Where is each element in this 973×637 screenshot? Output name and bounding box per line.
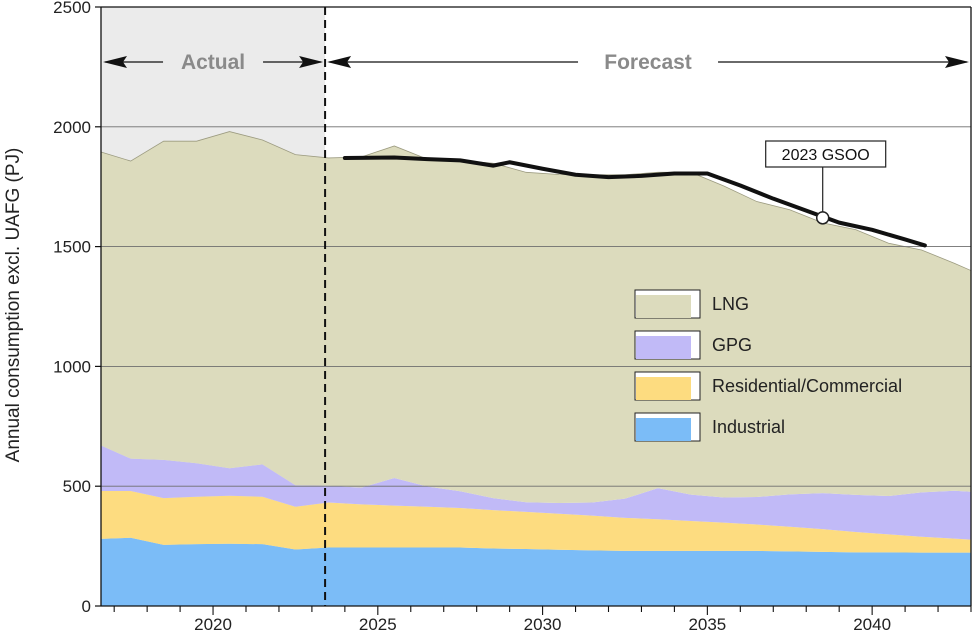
legend-swatch-industrial bbox=[636, 418, 691, 441]
x-tick-label-2025: 2025 bbox=[359, 615, 397, 634]
axis-layer: 0 500 1000 1500 2000 2500 2020 2025 2030 2035 2040 bbox=[53, 0, 972, 634]
x-tick-label-2030: 2030 bbox=[524, 615, 562, 634]
actual-arrowhead-right bbox=[299, 56, 324, 68]
area-residential-commercial bbox=[101, 490, 971, 553]
forecast-arrowhead-right bbox=[945, 56, 969, 68]
legend-label-residential-commercial: Residential/Commercial bbox=[712, 376, 902, 396]
y-tick-label-500: 500 bbox=[63, 477, 91, 496]
forecast-region-label: Forecast bbox=[604, 51, 692, 74]
legend-swatch-gpg bbox=[636, 336, 691, 359]
actual-region-label: Actual bbox=[181, 51, 245, 74]
gsoo-marker bbox=[815, 211, 830, 225]
forecast-arrowhead-left bbox=[327, 56, 352, 68]
area-lng bbox=[101, 131, 971, 503]
y-tick-label-0: 0 bbox=[82, 597, 91, 616]
y-axis-title: Annual consumption excl. UAFG (PJ) bbox=[3, 148, 24, 463]
gsoo-annotation-box bbox=[765, 140, 887, 168]
legend-label-gpg: GPG bbox=[712, 335, 752, 355]
region-annotation-layer: Actual Forecast bbox=[103, 7, 969, 606]
area-industrial bbox=[101, 537, 971, 606]
legend: LNG GPG Residential/Commercial Industrial bbox=[634, 289, 902, 442]
y-tick-label-2000: 2000 bbox=[53, 118, 91, 137]
y-tick-label-1500: 1500 bbox=[53, 238, 91, 257]
gridline-layer bbox=[101, 126, 971, 487]
legend-label-industrial: Industrial bbox=[712, 417, 785, 437]
legend-swatch-lng bbox=[636, 295, 691, 318]
gsoo-line bbox=[342, 155, 927, 248]
total-outline bbox=[100, 131, 972, 271]
area-gpg bbox=[101, 445, 971, 540]
area-series-layer bbox=[100, 131, 972, 606]
x-tick-label-2020: 2020 bbox=[194, 615, 232, 634]
legend-swatch-residential-commercial bbox=[636, 377, 691, 400]
x-tick-label-2040: 2040 bbox=[853, 615, 891, 634]
actual-arrowhead-left bbox=[103, 56, 127, 68]
x-tick-label-2035: 2035 bbox=[688, 615, 726, 634]
y-tick-label-2500: 2500 bbox=[53, 0, 91, 17]
gsoo-annotation-label: 2023 GSOO bbox=[782, 147, 870, 164]
y-tick-label-1000: 1000 bbox=[53, 357, 91, 376]
gsoo-line-layer: 2023 GSOO bbox=[342, 140, 927, 248]
legend-label-lng: LNG bbox=[712, 294, 749, 314]
